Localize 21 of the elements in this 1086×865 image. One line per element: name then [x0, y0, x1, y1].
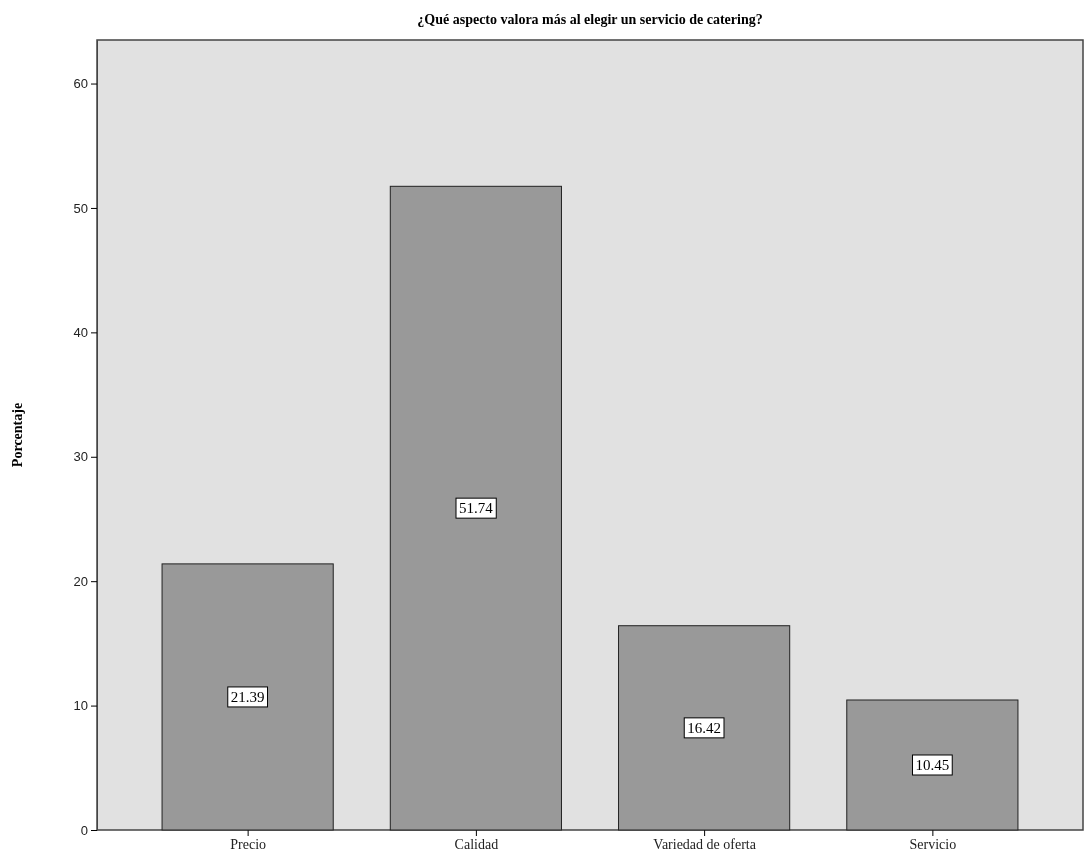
data-label: 51.74 — [459, 500, 494, 517]
data-label: 21.39 — [230, 688, 265, 705]
x-tick-label: Calidad — [454, 836, 499, 852]
y-tick-label: 40 — [73, 325, 88, 341]
bar — [846, 699, 1019, 831]
x-tick-label: Variedad de oferta — [653, 836, 757, 852]
bar — [618, 625, 791, 831]
data-label: 10.45 — [915, 757, 950, 773]
data-label: 16.42 — [687, 719, 721, 736]
y-axis-title: Porcentaje — [10, 402, 25, 468]
y-tick-label: 30 — [73, 449, 88, 465]
y-tick-label: 10 — [73, 698, 88, 714]
y-tick-label: 20 — [73, 573, 88, 589]
chart-title: ¿Qué aspecto valora más al elegir un servicio de catering? — [417, 12, 763, 27]
x-tick-label: Servicio — [909, 836, 957, 852]
x-tick-label: Precio — [230, 836, 267, 852]
bar — [389, 185, 562, 831]
bar — [161, 563, 334, 831]
y-tick-label: 60 — [73, 76, 88, 92]
y-tick-label: 50 — [73, 200, 88, 216]
y-tick-label: 0 — [80, 822, 88, 838]
